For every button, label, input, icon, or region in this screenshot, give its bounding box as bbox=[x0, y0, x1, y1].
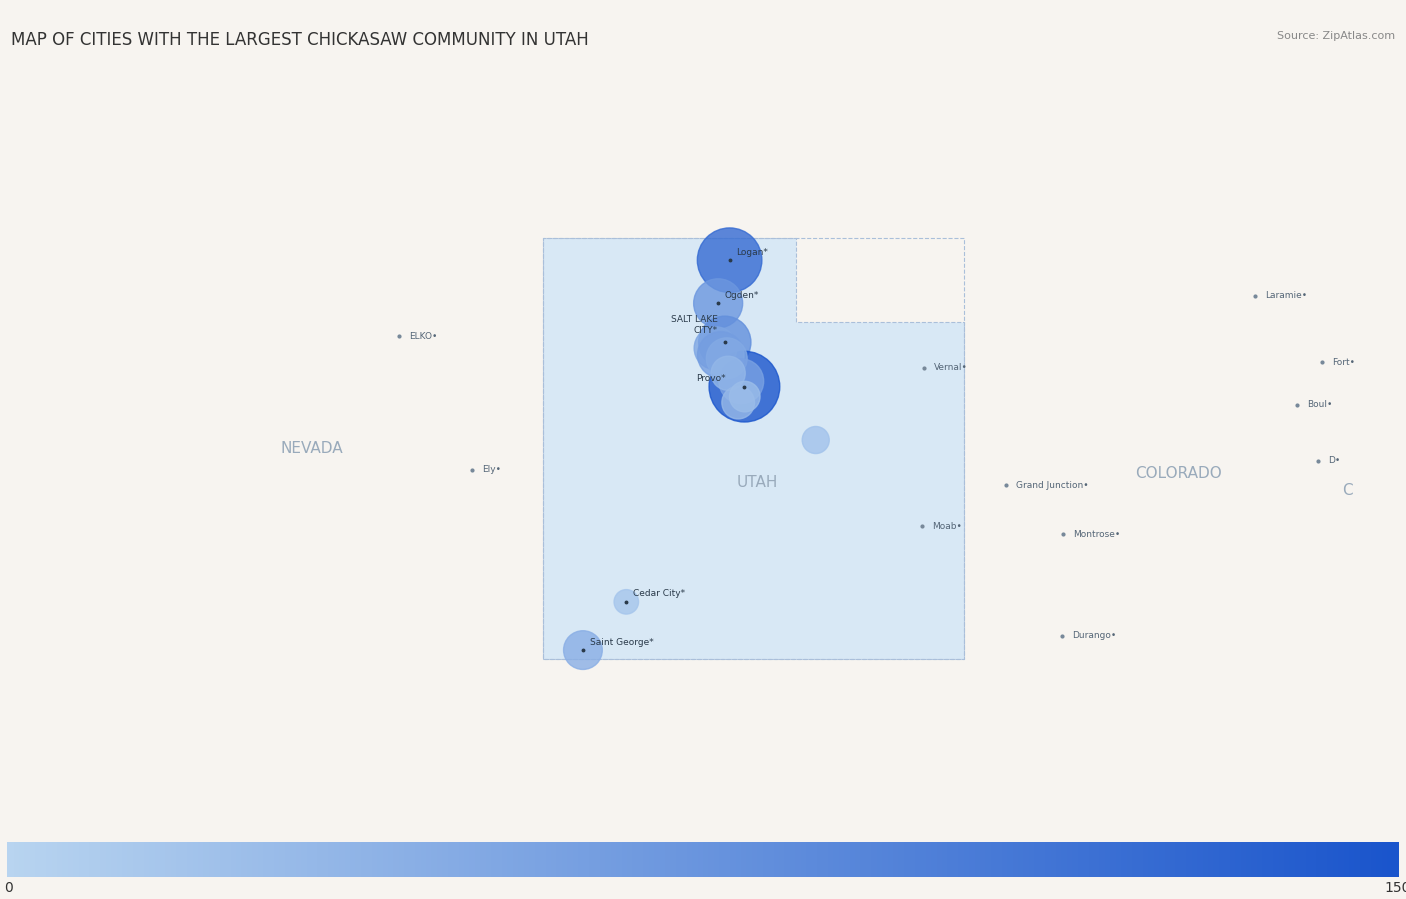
Text: Laramie•: Laramie• bbox=[1265, 291, 1308, 300]
Circle shape bbox=[614, 590, 638, 614]
Circle shape bbox=[697, 228, 762, 292]
Circle shape bbox=[693, 279, 742, 328]
Circle shape bbox=[709, 352, 780, 422]
Text: Montrose•: Montrose• bbox=[1073, 530, 1121, 539]
Text: Moab•: Moab• bbox=[932, 522, 962, 531]
Circle shape bbox=[803, 426, 830, 454]
Circle shape bbox=[718, 359, 763, 404]
Circle shape bbox=[699, 316, 751, 369]
Circle shape bbox=[706, 338, 747, 378]
Bar bbox=[543, 238, 965, 659]
Text: C: C bbox=[1341, 483, 1353, 498]
Circle shape bbox=[697, 332, 744, 378]
Text: Grand Junction•: Grand Junction• bbox=[1017, 481, 1088, 490]
Text: ELKO•: ELKO• bbox=[409, 332, 437, 341]
Circle shape bbox=[711, 356, 745, 390]
Text: D•: D• bbox=[1327, 457, 1340, 466]
Text: Ely•: Ely• bbox=[482, 465, 501, 474]
Text: Logan*: Logan* bbox=[737, 248, 768, 257]
Polygon shape bbox=[543, 238, 965, 659]
Text: SALT LAKE
CITY*: SALT LAKE CITY* bbox=[671, 316, 718, 334]
Text: Cedar City*: Cedar City* bbox=[633, 590, 685, 599]
Text: Source: ZipAtlas.com: Source: ZipAtlas.com bbox=[1277, 31, 1395, 41]
Text: COLORADO: COLORADO bbox=[1135, 466, 1222, 481]
Text: Vernal•: Vernal• bbox=[934, 363, 967, 372]
Text: Fort•: Fort• bbox=[1331, 358, 1355, 367]
Text: MAP OF CITIES WITH THE LARGEST CHICKASAW COMMUNITY IN UTAH: MAP OF CITIES WITH THE LARGEST CHICKASAW… bbox=[11, 31, 589, 49]
Circle shape bbox=[721, 387, 755, 419]
Text: Saint George*: Saint George* bbox=[589, 637, 654, 646]
Circle shape bbox=[730, 381, 761, 412]
Text: UTAH: UTAH bbox=[737, 475, 779, 490]
Text: Ogden*: Ogden* bbox=[725, 291, 759, 300]
Text: Boul•: Boul• bbox=[1306, 400, 1331, 409]
Text: Durango•: Durango• bbox=[1073, 631, 1116, 640]
Circle shape bbox=[695, 326, 737, 369]
Text: NEVADA: NEVADA bbox=[280, 441, 343, 456]
Circle shape bbox=[564, 631, 602, 670]
Text: Provo*: Provo* bbox=[696, 374, 725, 383]
